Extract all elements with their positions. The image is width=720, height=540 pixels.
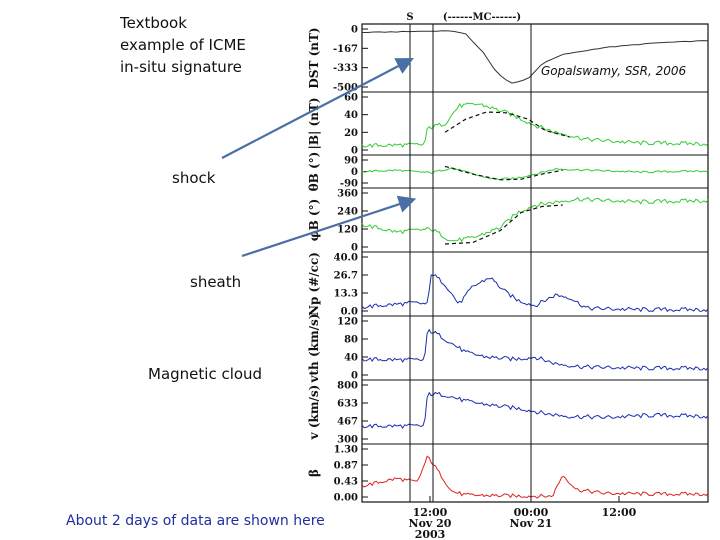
y-tick-label: -167 xyxy=(333,44,358,55)
y-tick-label: 1.30 xyxy=(334,445,358,456)
y-tick-label: 120 xyxy=(337,225,358,236)
y-tick-label: 0 xyxy=(351,243,358,254)
x-tick-label: 2003 xyxy=(415,528,446,540)
y-tick-label: 360 xyxy=(337,189,358,200)
model-fit-line xyxy=(444,165,563,181)
y-tick-label: 800 xyxy=(337,381,358,392)
y-tick-label: 26.7 xyxy=(334,271,358,282)
y-tick-label: -500 xyxy=(333,83,358,94)
shock-marker-label: S xyxy=(406,12,413,23)
y-tick-label: 90 xyxy=(344,156,358,167)
credit: Gopalswamy, SSR, 2006 xyxy=(541,64,687,78)
series-line xyxy=(361,196,709,243)
x-tick-label: Nov 20 xyxy=(409,517,452,530)
magnetic-cloud-label: Magnetic cloud xyxy=(148,365,263,383)
x-tick-label: Nov 21 xyxy=(510,517,553,530)
shock-label: shock xyxy=(172,169,216,187)
series-line xyxy=(361,455,709,499)
x-tick-label: 12:00 xyxy=(413,506,448,519)
y-tick-label: 467 xyxy=(337,417,358,428)
shock-arrow xyxy=(221,57,414,159)
series-line xyxy=(362,30,709,84)
y-axis-label: θB (°) xyxy=(307,152,321,192)
textbook-note: Textbook example of ICME in-situ signatu… xyxy=(120,12,246,78)
y-tick-label: 0.43 xyxy=(334,477,358,488)
caption: About 2 days of data are shown here xyxy=(66,513,325,529)
y-tick-label: 0 xyxy=(351,25,358,36)
textbook-note-line: in-situ signature xyxy=(120,58,242,76)
y-tick-label: 40.0 xyxy=(334,253,358,264)
x-tick-label: 00:00 xyxy=(514,506,549,519)
y-tick-label: 0 xyxy=(351,371,358,382)
y-axis-label: β xyxy=(307,469,321,477)
cloud-marker-label: (------MC------) xyxy=(443,12,521,23)
y-tick-label: 40 xyxy=(344,110,358,121)
y-axis-label: v (km/s) xyxy=(307,385,321,441)
y-tick-label: 0.00 xyxy=(334,493,358,504)
model-fit-line xyxy=(444,204,563,245)
y-tick-label: 40 xyxy=(344,353,358,364)
sheath-arrow xyxy=(241,195,417,258)
textbook-note-line: Textbook xyxy=(120,14,187,32)
y-tick-label: 0 xyxy=(351,167,358,178)
y-tick-label: 633 xyxy=(337,399,358,410)
series-line xyxy=(361,274,709,313)
y-tick-label: 80 xyxy=(344,335,358,346)
y-tick-label: 0 xyxy=(351,146,358,157)
series-line xyxy=(361,102,709,148)
y-axis-label: DST (nT) xyxy=(307,27,321,88)
y-axis-label: Np (#/cc) xyxy=(307,252,321,316)
sheath-label: sheath xyxy=(190,273,242,291)
y-tick-label: 0.0 xyxy=(341,307,358,318)
y-tick-label: -90 xyxy=(340,179,358,190)
y-tick-label: 120 xyxy=(337,317,358,328)
y-tick-label: 300 xyxy=(337,435,358,446)
plot-frame xyxy=(361,23,709,503)
y-tick-label: 60 xyxy=(344,93,358,104)
textbook-note-line: example of ICME xyxy=(120,36,246,54)
series-line xyxy=(361,328,709,371)
series-line xyxy=(361,167,709,181)
y-tick-label: 13.3 xyxy=(334,289,358,300)
y-tick-label: 240 xyxy=(337,207,358,218)
x-tick-label: 12:00 xyxy=(602,506,637,519)
y-tick-label: 20 xyxy=(344,128,358,139)
series-line xyxy=(361,391,709,430)
y-axis-label: vth (km/s) xyxy=(307,314,321,384)
y-axis-label: |B| (nT) xyxy=(307,97,321,149)
y-tick-label: -333 xyxy=(333,63,358,74)
y-tick-label: 0.87 xyxy=(334,461,358,472)
model-fit-line xyxy=(444,111,570,138)
